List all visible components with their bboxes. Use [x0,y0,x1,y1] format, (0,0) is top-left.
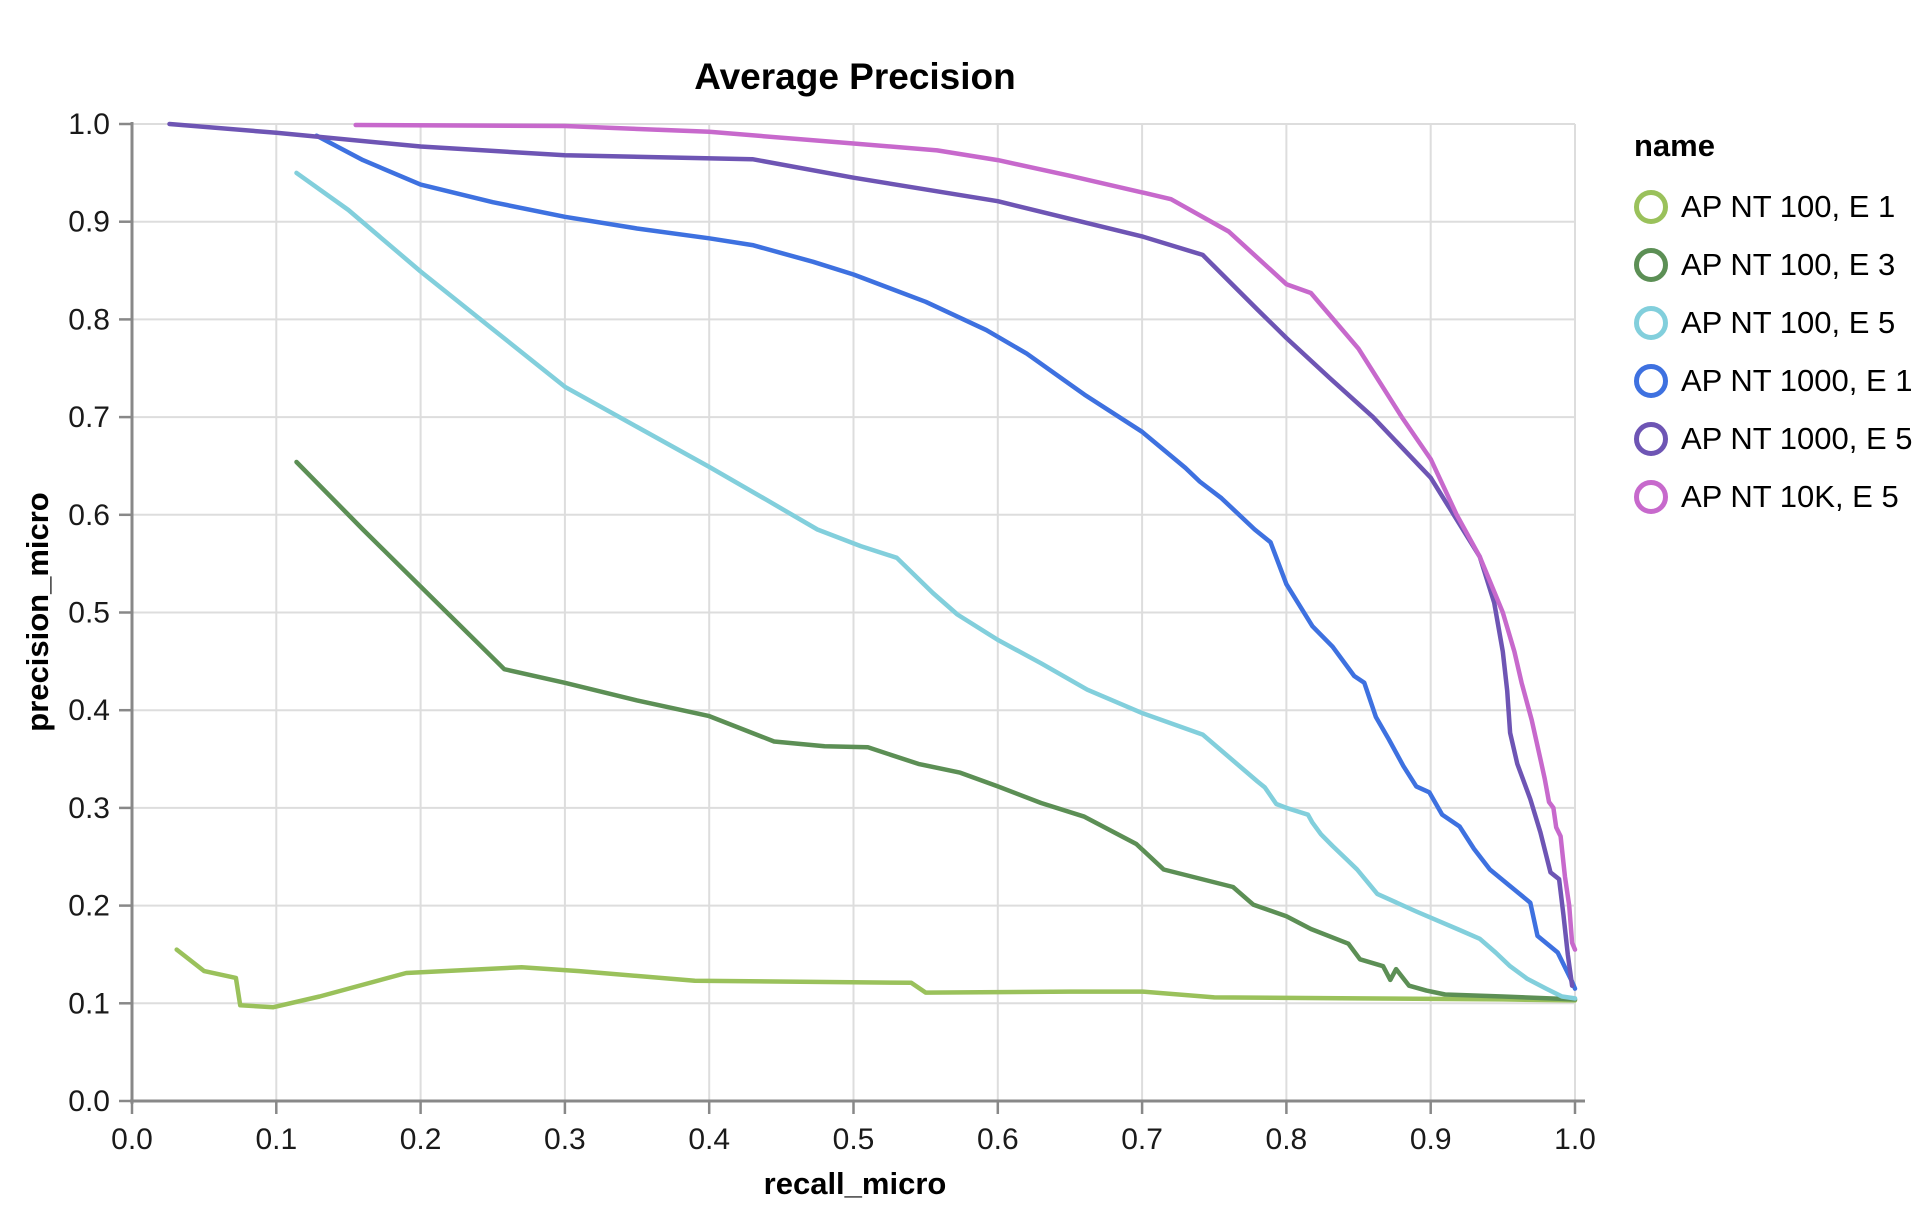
series-line-ap-nt-100-e-5 [294,170,1578,1001]
y-tick-label-0.8: 0.8 [68,303,110,336]
legend-circle-icon [1634,306,1668,340]
y-tick-label-0.5: 0.5 [68,597,110,630]
x-tick-label-0.4: 0.4 [688,1123,730,1156]
y-tick-label-0.1: 0.1 [68,987,110,1020]
legend-item-label: AP NT 1000, E 1 [1681,363,1913,398]
x-tick-label-0.8: 0.8 [1266,1123,1308,1156]
series-line-ap-nt-100-e-3 [294,459,1578,1002]
legend-item-label: AP NT 10K, E 5 [1681,479,1899,514]
x-tick-label-0.5: 0.5 [833,1123,875,1156]
y-tick-label-0.9: 0.9 [68,206,110,239]
legend-title: name [1634,128,1715,163]
x-tick-label-1: 1.0 [1554,1123,1596,1156]
legend-circle-icon [1634,422,1668,456]
y-tick-label-0.2: 0.2 [68,890,110,923]
legend-item: AP NT 1000, E 1 [1634,363,1913,398]
y-tick-label-0.6: 0.6 [68,499,110,532]
legend: name AP NT 100, E 1 AP NT 100, E 3 AP NT… [1634,128,1913,538]
series-line-ap-nt-100-e-1 [174,947,1578,1010]
legend-circle-icon [1634,190,1668,224]
y-tick-label-1: 1.0 [68,108,110,141]
y-tick-label-0.7: 0.7 [68,401,110,434]
legend-item: AP NT 100, E 1 [1634,189,1913,224]
legend-item: AP NT 100, E 3 [1634,247,1913,282]
legend-circle-icon [1634,480,1668,514]
x-axis-title: recall_micro [763,1166,947,1201]
legend-item-label: AP NT 100, E 5 [1681,305,1896,340]
x-tick-label-0.9: 0.9 [1410,1123,1452,1156]
legend-circle-icon [1634,248,1668,282]
legend-item: AP NT 1000, E 5 [1634,421,1913,456]
y-tick-label-0.4: 0.4 [68,694,110,727]
legend-item-label: AP NT 100, E 3 [1681,247,1896,282]
legend-item-label: AP NT 1000, E 5 [1681,421,1913,456]
legend-item: AP NT 10K, E 5 [1634,479,1913,514]
series-line-ap-nt-1000-e-5 [167,121,1575,988]
y-tick-label-0.3: 0.3 [68,792,110,825]
y-axis-title: precision_micro [20,492,55,732]
x-tick-label-0: 0.0 [111,1123,153,1156]
x-tick-label-0.2: 0.2 [400,1123,442,1156]
legend-item: AP NT 100, E 5 [1634,305,1913,340]
y-tick-label-0: 0.0 [68,1085,110,1118]
x-tick-label-0.3: 0.3 [544,1123,586,1156]
legend-circle-icon [1634,364,1668,398]
legend-item-label: AP NT 100, E 1 [1681,189,1896,224]
series-line-ap-nt-1000-e-1 [314,133,1578,991]
chart-title: Average Precision [694,56,1016,97]
series-line-ap-nt-10k-e-5 [353,122,1578,952]
x-tick-label-0.6: 0.6 [977,1123,1019,1156]
x-tick-label-0.7: 0.7 [1121,1123,1163,1156]
x-tick-label-0.1: 0.1 [255,1123,297,1156]
